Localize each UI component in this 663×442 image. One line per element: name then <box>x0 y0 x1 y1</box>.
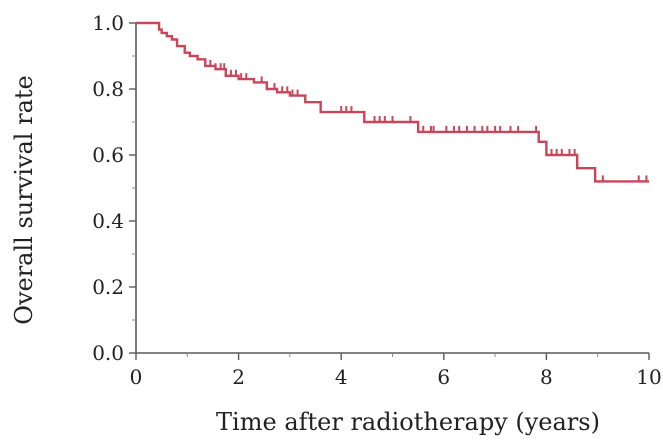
y-axis-title: Overall survival rate <box>10 75 38 324</box>
x-tick-label: 2 <box>232 365 245 389</box>
minor-ticks <box>132 55 599 357</box>
x-tick-label: 6 <box>437 365 450 389</box>
y-tick-label: 1.0 <box>92 11 124 35</box>
y-tick-label: 0.8 <box>92 77 124 101</box>
series-layer <box>136 21 649 183</box>
y-tick-label: 0.4 <box>92 209 124 233</box>
x-tick-label: 8 <box>540 365 553 389</box>
y-ticks: 0.0 0.2 0.4 0.6 0.8 1.0 <box>92 11 136 365</box>
y-tick-label: 0.2 <box>92 275 124 299</box>
x-axis-title: Time after radiotherapy (years) <box>216 408 600 436</box>
x-tick-label: 4 <box>335 365 348 389</box>
y-tick-label: 0.0 <box>92 341 124 365</box>
x-tick-label: 0 <box>130 365 143 389</box>
x-tick-label: 10 <box>636 365 661 389</box>
y-tick-label: 0.6 <box>92 143 124 167</box>
x-ticks: 0 2 4 6 8 10 <box>130 353 662 389</box>
survival-curve <box>136 21 649 183</box>
